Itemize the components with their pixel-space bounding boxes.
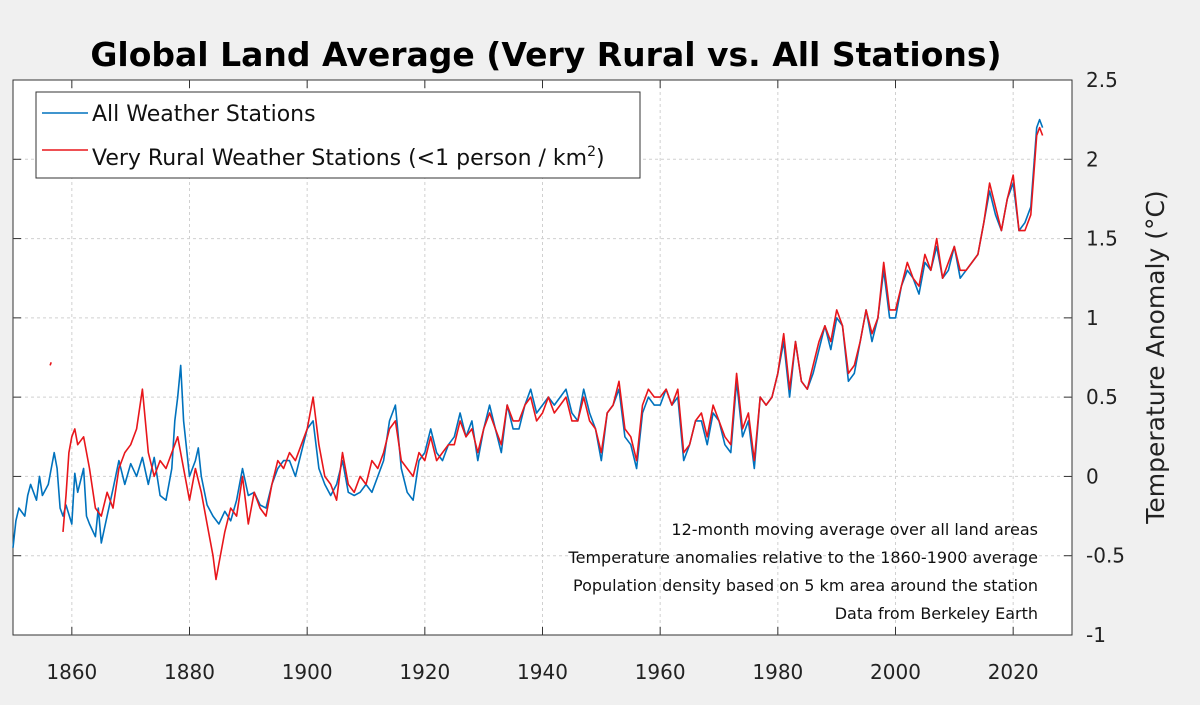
x-tick-label: 1960 xyxy=(635,660,686,684)
legend-box xyxy=(35,91,641,179)
note-population-density: Population density based on 5 km area ar… xyxy=(573,576,1038,595)
x-tick-label: 1900 xyxy=(282,660,333,684)
x-tick-label: 1860 xyxy=(46,660,97,684)
legend-label-all-stations: All Weather Stations xyxy=(92,102,316,127)
x-tick-label: 1980 xyxy=(752,660,803,684)
series-group xyxy=(12,118,1044,581)
legend-label-very-rural: Very Rural Weather Stations (<1 person /… xyxy=(92,144,605,171)
y-axis-title: Temperature Anomaly (°C) xyxy=(1141,190,1170,524)
chart-title: Global Land Average (Very Rural vs. All … xyxy=(90,35,1001,74)
y-tick-label: 2.5 xyxy=(1086,68,1118,92)
legend: All Weather Stations Very Rural Weather … xyxy=(35,91,641,179)
y-tick-label: -1 xyxy=(1086,623,1106,647)
y-tick-label: -0.5 xyxy=(1086,544,1125,568)
x-tick-label: 1880 xyxy=(164,660,215,684)
x-tick-label: 1920 xyxy=(399,660,450,684)
x-tick-label: 1940 xyxy=(517,660,568,684)
axes: 1860 1880 1900 1920 1940 1960 1980 2000 2020 -1 -0… xyxy=(13,68,1125,684)
note-anomaly-baseline: Temperature anomalies relative to the 18… xyxy=(568,548,1038,567)
y-tick-label: 1.5 xyxy=(1086,227,1118,251)
note-moving-average: 12-month moving average over all land ar… xyxy=(671,520,1038,539)
series-line-very-rural xyxy=(62,126,1044,581)
y-tick-label: 2 xyxy=(1086,147,1099,171)
note-data-source: Data from Berkeley Earth xyxy=(835,604,1038,623)
annotations: 12-month moving average over all land ar… xyxy=(568,520,1038,623)
grid xyxy=(13,80,1072,635)
y-tick-label: 0.5 xyxy=(1086,385,1118,409)
series-line-very-rural xyxy=(49,362,52,366)
x-tick-label: 2020 xyxy=(988,660,1039,684)
y-tick-label: 1 xyxy=(1086,306,1099,330)
x-tick-label: 2000 xyxy=(870,660,921,684)
y-tick-label: 0 xyxy=(1086,464,1099,488)
